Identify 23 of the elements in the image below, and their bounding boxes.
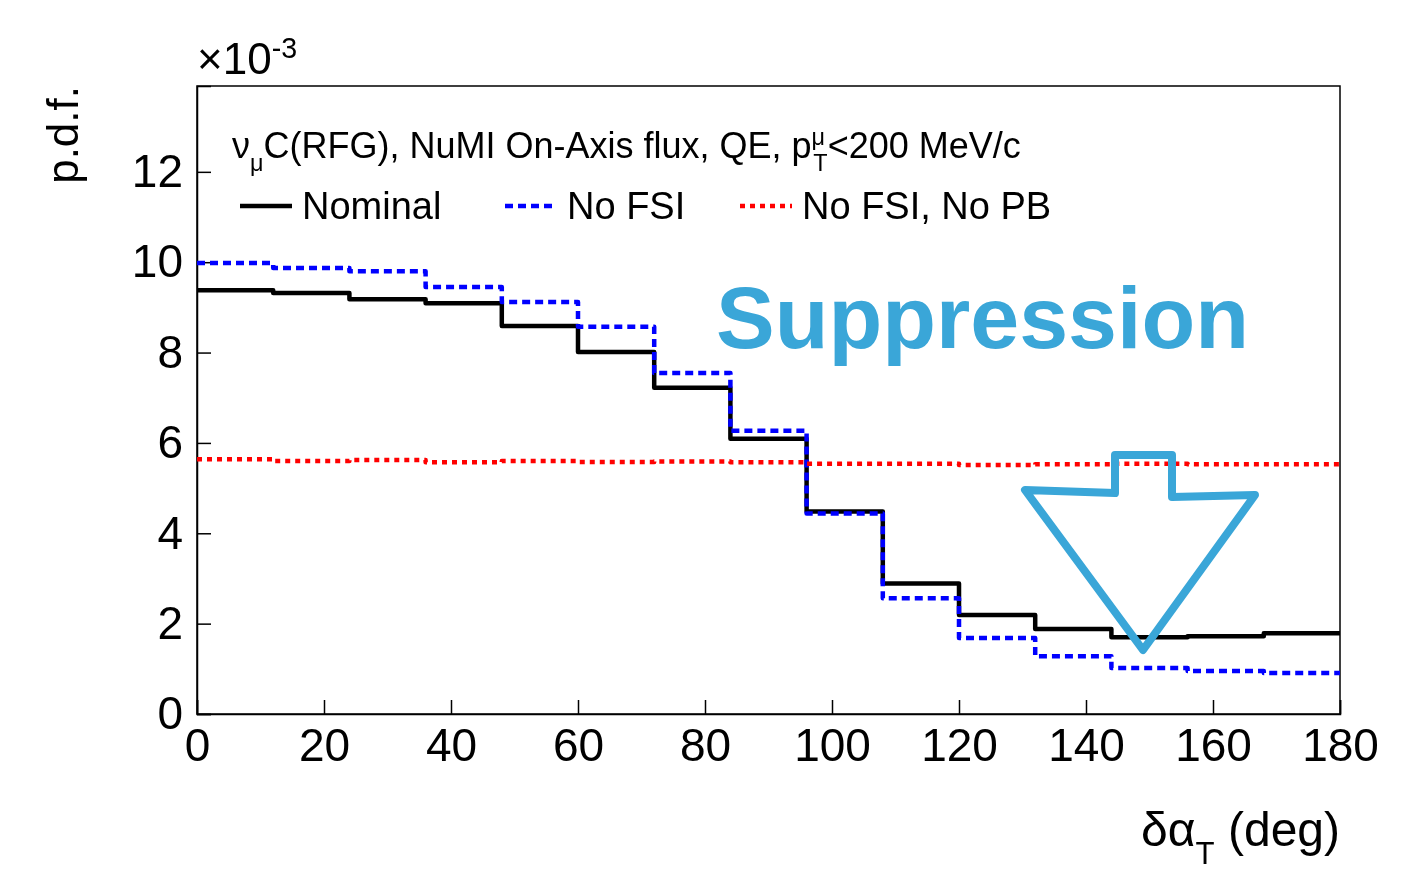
text: ×10$^{-3}$ [197, 32, 298, 83]
y-tick-label: 8 [157, 325, 183, 378]
y-tick-label: 12 [131, 145, 183, 198]
x-axis-title: δα$_{T}$ (deg) [1141, 803, 1340, 871]
y-tick-label: 4 [157, 506, 183, 559]
y-tick-label: 6 [157, 416, 183, 469]
legend-label: No FSI, No PB [802, 185, 1052, 227]
x-tick-label: 180 [1302, 718, 1379, 771]
x-tick-label: 80 [679, 718, 732, 771]
legend-label: Nominal [302, 185, 442, 227]
legend-label: No FSI [567, 185, 686, 227]
x-tick-label: 40 [425, 718, 478, 771]
y-axis-title: p.d.f. [38, 86, 87, 184]
text: ν$_{μ}$C(RFG), NuMI On-Axis flux, QE, p$^{μ}$$_{T}$<200 MeV/c [232, 124, 1021, 176]
x-tick-label: 120 [921, 718, 998, 771]
y-tick-label: 2 [157, 596, 183, 649]
x-tick-label: 140 [1048, 718, 1125, 771]
x-tick-label: 160 [1175, 718, 1252, 771]
x-tick-label: 100 [794, 718, 871, 771]
x-tick-label: 60 [552, 718, 605, 771]
y-tick-label: 10 [131, 235, 183, 288]
annotation: Suppression [716, 268, 1249, 367]
x-tick-label: 20 [298, 718, 351, 771]
